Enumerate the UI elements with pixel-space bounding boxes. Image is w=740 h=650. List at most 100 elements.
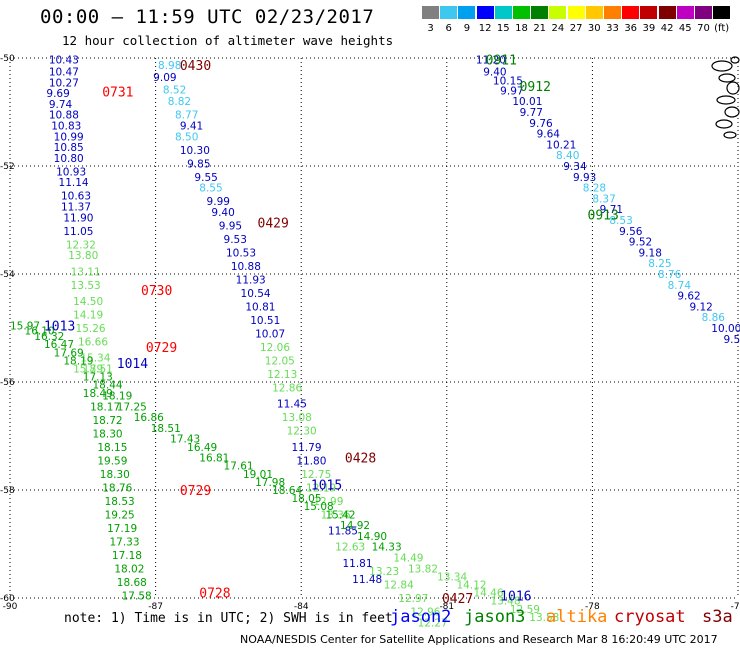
swh-value-label: 12.05 (265, 355, 295, 367)
swh-value-label: 17.69 (54, 347, 84, 359)
swh-value-label: 12.06 (260, 342, 290, 354)
swh-value-label: 17.43 (170, 434, 200, 446)
swh-value-label: 16.49 (187, 442, 217, 454)
swh-value-label: 14.33 (372, 542, 402, 554)
swh-value-label: 18.68 (117, 577, 147, 589)
scale-swatch (531, 6, 549, 19)
swh-value-label: 11.37 (61, 202, 91, 214)
swh-value-label: 18.05 (291, 493, 321, 505)
track-time-label: 1016 (500, 589, 531, 604)
swh-value-label: 11.14 (59, 177, 89, 189)
scale-swatch (585, 6, 603, 19)
swh-value-label: 13.36 (321, 509, 351, 521)
swh-value-label: 18.72 (93, 415, 123, 427)
swh-value-label: 9.40 (211, 207, 234, 219)
track-time-label: 0911 (486, 54, 517, 69)
track-time-label: 0729 (180, 484, 211, 499)
swh-value-label: 18.76 (102, 482, 132, 494)
swh-value-label: 8.50 (175, 131, 198, 143)
swh-value-label: 17.58 (122, 590, 152, 602)
swh-value-label: 11.85 (328, 526, 358, 538)
track-time-label: 0428 (345, 452, 376, 467)
swh-value-label: 16.10 (25, 326, 55, 338)
swh-value-label: 10.47 (49, 67, 79, 79)
track-time-label: 0427 (442, 592, 473, 607)
swh-value-label: 11.20 (476, 55, 506, 67)
swh-value-label: 9.74 (49, 99, 73, 111)
swh-value-label: 15.08 (304, 501, 334, 513)
swh-value-label: 9.12 (689, 301, 712, 313)
swh-value-label: 16.86 (134, 412, 164, 424)
swh-value-label: 8.52 (163, 84, 186, 96)
swh-value-label: 17.33 (109, 536, 139, 548)
legend-item: cryosat (614, 607, 686, 627)
swh-value-label: 18.51 (151, 423, 181, 435)
scale-label: 36 (624, 23, 638, 34)
swh-value-label: 18.49 (83, 388, 113, 400)
swh-value-label: 12.75 (301, 469, 331, 481)
swh-value-label: 15.97 (10, 320, 40, 332)
swh-value-label: 9.55 (194, 172, 217, 184)
swh-value-label: 10.53 (226, 247, 256, 259)
y-tick-label: -58 (0, 486, 15, 496)
swh-value-label: 8.37 (592, 193, 615, 205)
swh-value-label: 19.01 (243, 469, 273, 481)
swh-value-label: 10.27 (49, 77, 79, 89)
swh-value-label: 13.11 (71, 266, 101, 278)
swh-value-label: 9.85 (187, 158, 210, 170)
swh-value-label: 12.13 (267, 369, 297, 381)
swh-value-label: 14.92 (340, 520, 370, 532)
swh-value-label: 9.62 (677, 291, 700, 303)
island-outline (715, 119, 733, 129)
swh-value-label: 8.40 (556, 150, 579, 162)
swh-value-label: 12.97 (398, 593, 428, 605)
x-tick-label: -75 (731, 602, 740, 612)
swh-value-label: 13.48 (490, 596, 520, 608)
swh-value-label: 9.53 (224, 234, 247, 246)
swh-value-label: 8.74 (668, 280, 692, 292)
swh-value-label: 9.97 (500, 85, 523, 97)
credit-line: NOAA/NESDIS Center for Satellite Applica… (240, 633, 718, 646)
swh-value-label: 9.99 (207, 196, 230, 208)
swh-value-label: 10.51 (250, 315, 280, 327)
swh-value-label: 10.85 (54, 142, 84, 154)
scale-swatch (604, 6, 621, 19)
swh-value-label: 17.13 (83, 372, 113, 384)
legend-item: jason3 (464, 607, 526, 627)
track-time-label: 1013 (44, 319, 75, 334)
swh-value-label: 10.88 (49, 110, 79, 122)
swh-value-label: 12.27 (418, 617, 448, 629)
swh-value-label: 17.19 (107, 523, 137, 535)
track-time-label: 0731 (102, 85, 133, 100)
swh-value-label: 9.77 (520, 107, 543, 119)
swh-value-label: 9.71 (600, 204, 623, 216)
swh-value-label: 10.93 (56, 166, 86, 178)
footnote: note: 1) Time is in UTC; 2) SWH is in fe… (64, 611, 393, 626)
chart-subtitle: 12 hour collection of altimeter wave hei… (62, 33, 394, 48)
axis-tick-labels: -90 -87 -84 -81 -78 -75 -50 -52 -54 -56 -58 -60 (0, 54, 740, 612)
swh-value-label: 15.42 (325, 509, 355, 521)
swh-value-label: 18.51 (83, 364, 113, 376)
island-outline (711, 60, 733, 72)
swh-value-label: 18.19 (63, 355, 93, 367)
swh-value-label: 10.63 (61, 191, 91, 203)
swh-value-label: 12.63 (335, 542, 365, 554)
y-tick-label: -56 (0, 378, 15, 388)
swh-value-label: 18.19 (102, 391, 132, 403)
swh-value-label: 18.64 (272, 485, 302, 497)
scale-label: (ft) (714, 23, 730, 34)
scale-swatch (494, 6, 512, 19)
scale-swatch (695, 6, 712, 19)
track-time-label: 0728 (199, 587, 230, 602)
swh-value-label: 9.40 (483, 67, 506, 79)
swh-value-label: 10.30 (180, 145, 210, 157)
swh-value-label: 13.58 (529, 612, 559, 624)
swh-value-label: 9.64 (537, 129, 561, 141)
swh-value-label: 14.46 (473, 588, 503, 600)
scale-label: 24 (551, 23, 565, 34)
swh-value-label: 9.76 (529, 118, 553, 130)
swh-value-label: 9.52 (629, 237, 652, 249)
track-time-label: 0913 (588, 209, 619, 224)
